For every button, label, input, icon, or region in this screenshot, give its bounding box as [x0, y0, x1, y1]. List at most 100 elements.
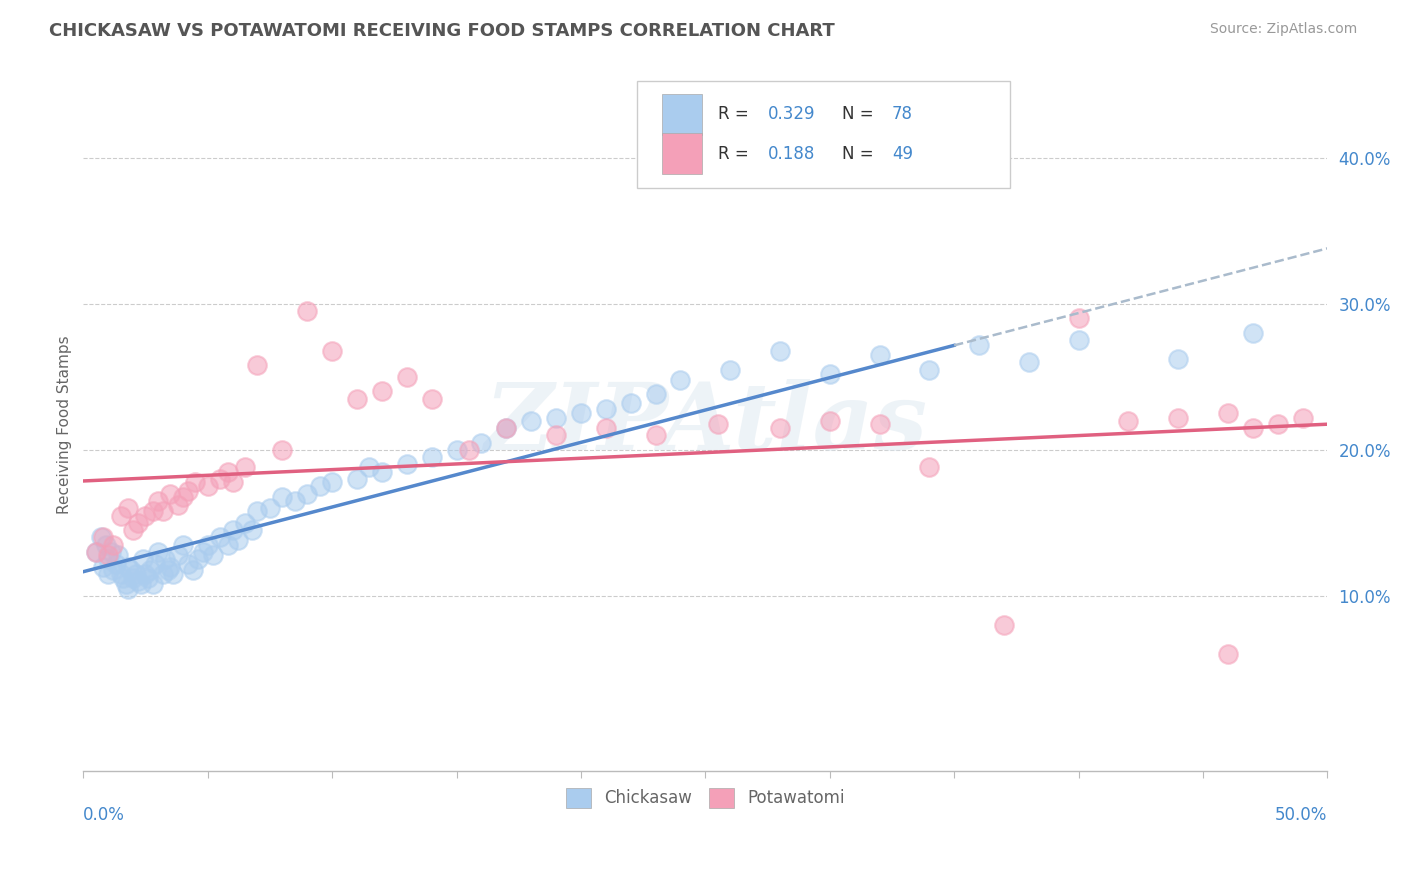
FancyBboxPatch shape: [662, 133, 702, 174]
Point: [177, 557, 200, 571]
Point: [458, 442, 481, 457]
Point: [122, 571, 145, 585]
Point: [107, 548, 129, 562]
Point: [993, 618, 1015, 632]
Point: [110, 566, 132, 581]
Point: [209, 531, 232, 545]
Point: [127, 574, 149, 589]
Point: [112, 571, 135, 585]
Point: [117, 501, 139, 516]
Point: [104, 557, 127, 571]
Point: [297, 486, 319, 500]
Point: [226, 533, 249, 548]
Point: [181, 563, 204, 577]
Text: R =: R =: [718, 145, 754, 162]
Point: [869, 417, 891, 431]
Point: [1241, 421, 1264, 435]
Point: [191, 545, 214, 559]
Point: [114, 577, 136, 591]
Point: [166, 499, 188, 513]
Y-axis label: Receiving Food Stamps: Receiving Food Stamps: [58, 335, 72, 514]
Point: [177, 483, 200, 498]
Point: [159, 486, 181, 500]
Point: [1167, 352, 1189, 367]
Point: [495, 421, 517, 435]
Point: [122, 523, 145, 537]
Point: [769, 421, 792, 435]
Point: [284, 494, 307, 508]
Text: Source: ZipAtlas.com: Source: ZipAtlas.com: [1209, 22, 1357, 37]
Point: [172, 538, 194, 552]
Point: [166, 548, 188, 562]
Point: [420, 450, 443, 464]
Point: [1167, 410, 1189, 425]
Point: [918, 460, 941, 475]
Point: [1216, 406, 1239, 420]
Text: 0.0%: 0.0%: [83, 805, 125, 824]
Point: [1267, 417, 1289, 431]
Point: [246, 358, 269, 372]
Point: [155, 552, 177, 566]
Point: [152, 504, 174, 518]
Point: [159, 559, 181, 574]
Point: [134, 508, 156, 523]
Point: [544, 428, 567, 442]
Point: [718, 362, 741, 376]
Point: [94, 538, 117, 552]
Point: [420, 392, 443, 406]
Point: [100, 545, 122, 559]
Point: [124, 566, 146, 581]
Point: [117, 559, 139, 574]
Point: [1291, 410, 1313, 425]
Point: [346, 472, 368, 486]
Point: [172, 490, 194, 504]
Point: [470, 435, 492, 450]
Point: [156, 563, 179, 577]
Point: [1018, 355, 1040, 369]
Point: [233, 516, 256, 530]
Point: [818, 367, 841, 381]
FancyBboxPatch shape: [662, 94, 702, 135]
Point: [371, 384, 394, 399]
Point: [217, 465, 239, 479]
FancyBboxPatch shape: [637, 81, 1010, 188]
Point: [297, 304, 319, 318]
Point: [918, 362, 941, 376]
Point: [146, 545, 169, 559]
Point: [84, 545, 107, 559]
Point: [97, 552, 120, 566]
Point: [346, 392, 368, 406]
Point: [707, 417, 730, 431]
Text: 0.188: 0.188: [768, 145, 815, 162]
Point: [308, 479, 330, 493]
Point: [97, 548, 120, 562]
Text: N =: N =: [842, 145, 879, 162]
Text: R =: R =: [718, 105, 754, 123]
Text: 78: 78: [891, 105, 912, 123]
Point: [1241, 326, 1264, 340]
Point: [321, 475, 343, 489]
Point: [233, 460, 256, 475]
Point: [495, 421, 517, 435]
Point: [152, 566, 174, 581]
Point: [544, 410, 567, 425]
Point: [201, 548, 224, 562]
Point: [1067, 311, 1090, 326]
Point: [145, 557, 167, 571]
Point: [595, 401, 617, 416]
Point: [620, 396, 643, 410]
Point: [132, 552, 155, 566]
Point: [91, 559, 114, 574]
Point: [221, 523, 243, 537]
Point: [769, 343, 792, 358]
Point: [101, 538, 124, 552]
Text: N =: N =: [842, 105, 879, 123]
Text: 49: 49: [891, 145, 912, 162]
Point: [359, 460, 381, 475]
Legend: Chickasaw, Potawatomi: Chickasaw, Potawatomi: [560, 781, 852, 814]
Point: [395, 369, 418, 384]
Point: [146, 494, 169, 508]
Point: [97, 566, 120, 581]
Point: [446, 442, 468, 457]
Point: [162, 566, 184, 581]
